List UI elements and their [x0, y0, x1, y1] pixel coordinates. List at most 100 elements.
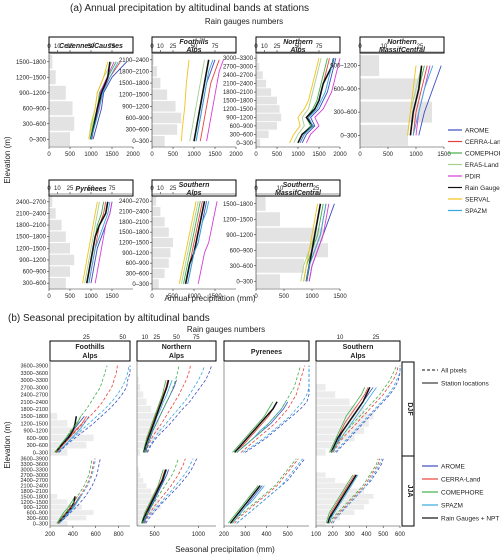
gauge-bar: [360, 55, 380, 77]
gauges-label-a: Rain gauges numbers: [205, 17, 283, 26]
gauge-bar: [256, 258, 304, 273]
gauge-tick-label: 25: [373, 335, 380, 341]
gauge-bar: [137, 493, 157, 499]
gauge-bar: [152, 227, 169, 237]
legend-seasonal: All pixels Station locations AROME CERRA-La…: [422, 368, 499, 523]
series-line-solid-spazm: [57, 415, 90, 453]
gauge-bar: [256, 96, 277, 105]
gauge-bar: [49, 266, 70, 277]
y-tick-label: 600–900: [27, 511, 48, 517]
title-b: (b) Seasonal precipitation by altitudina…: [8, 313, 210, 324]
series-line-spazm: [90, 61, 119, 140]
season-strip-label: JJA: [406, 485, 413, 498]
y-tick-label: 300–600: [27, 443, 48, 449]
x-tick-label: 1000: [192, 532, 206, 538]
series-line-comephore: [297, 58, 328, 143]
series-line-dashed-arome: [58, 365, 131, 453]
series-line-rain-gauges-npt: [184, 201, 206, 284]
panel-title: Northern: [387, 39, 417, 46]
legend-label: COMEPHORE: [441, 490, 484, 497]
gauge-tick-label: 75: [109, 186, 116, 192]
series-line-serval: [82, 201, 98, 284]
panel-title: Pyrenees: [251, 349, 282, 356]
x-tick-label: 0: [150, 294, 154, 300]
gauge-tick-label: 25: [274, 44, 281, 50]
season-strip: [401, 455, 415, 527]
series-line-era5-land: [189, 59, 205, 142]
gauge-bar: [316, 434, 355, 442]
season-panel-southern-alps: Southern Alps 10 25 100 200 300 400 500 600: [311, 335, 406, 538]
y-tick-label: 0–300: [340, 133, 357, 139]
x-tick-label: 1500: [105, 152, 119, 158]
series-line-pdir: [415, 65, 431, 136]
y-tick-label: 300–600: [23, 281, 47, 287]
series-line-dashed-comephore: [56, 458, 93, 524]
seasonal-panels: Foothills Alps 25 50 200 400 600 800 Northern Alp…: [20, 335, 415, 538]
series-line-arome: [92, 61, 128, 140]
gauge-tick-label: 0: [150, 44, 154, 50]
gauge-bar: [49, 116, 75, 131]
x-tick-label: 200: [45, 532, 56, 538]
y-tick-label: 1200–1500: [119, 241, 150, 247]
gauge-bar: [50, 420, 68, 427]
series-line-solid-rain-gauges-npt: [330, 386, 371, 453]
series-line-serval: [178, 201, 197, 284]
gauge-tick-label: 10: [337, 335, 344, 341]
series-line-arome: [301, 58, 337, 143]
y-tick-label: 900–1200: [24, 505, 48, 511]
y-tick-label: 3600–3900: [20, 364, 48, 370]
series-line-solid-spazm: [332, 387, 377, 453]
panel-title: Alps: [185, 190, 201, 197]
gauge-bar: [137, 405, 152, 413]
x-tick-label: 400: [68, 532, 79, 538]
panel-title: Alps: [350, 353, 365, 360]
x-tick-label: 1000: [305, 294, 319, 300]
panel-title-box: [151, 36, 237, 54]
x-tick-label: 1000: [291, 152, 305, 158]
panel-title: Pyrenees: [75, 186, 106, 193]
series-line-pdir: [308, 203, 330, 282]
y-tick-label: 3000–3300: [223, 56, 254, 62]
series-line-dashed-arome: [58, 458, 101, 524]
x-tick-label: 0: [150, 152, 154, 158]
panel-title: MassifCentral: [275, 190, 322, 197]
gauge-tick-label: 0: [150, 186, 154, 192]
series-line-spazm: [412, 65, 434, 136]
x-tick-label: 500: [168, 152, 179, 158]
legend-label: SERVAL: [465, 197, 490, 204]
series-line-solid-spazm: [329, 474, 359, 524]
series-line-pdir: [206, 59, 224, 142]
gauge-bar: [50, 504, 82, 510]
series-line-dashed-spazm: [242, 365, 310, 453]
legend-label: All pixels: [441, 368, 467, 375]
series-line-serval: [88, 61, 109, 140]
x-tick-label: 500: [65, 152, 76, 158]
y-tick-label: 1800–2100: [20, 407, 48, 413]
gauge-bar: [137, 427, 161, 434]
series-line-dashed-spazm: [58, 458, 97, 524]
gauge-tick-label: 0: [254, 186, 258, 192]
gauge-bar: [49, 85, 66, 100]
gauge-bar: [316, 488, 364, 494]
panel-title: Alps: [82, 353, 97, 360]
gauge-bar: [152, 77, 161, 89]
x-tick-label: 400: [261, 532, 272, 538]
gauge-bar: [316, 504, 364, 510]
gauge-tick-label: 10: [54, 186, 61, 192]
x-tick-label: 500: [279, 294, 290, 300]
series-line-era5-land: [180, 201, 199, 284]
legend-label: AROME: [441, 464, 466, 471]
y-tick-label: 900–1200: [19, 91, 46, 97]
gauge-tick-label: 25: [170, 44, 177, 50]
series-line-dashed-cerra-land: [332, 365, 399, 453]
y-tick-label: 300–600: [126, 272, 150, 278]
y-tick-label: 1800–2100: [16, 223, 47, 229]
gauge-tick-label: 75: [316, 44, 323, 50]
y-tick-label: 0–300: [29, 137, 46, 143]
series-line-comephore: [183, 201, 201, 284]
series-line-dashed-spazm: [236, 458, 303, 524]
gauge-bar: [256, 122, 277, 130]
y-tick-label: 0–300: [132, 139, 149, 145]
